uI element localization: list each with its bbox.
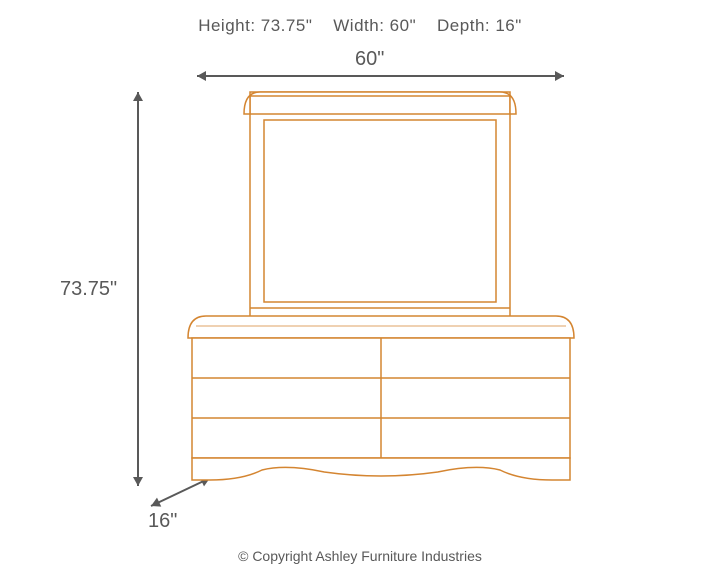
width-dim-label: 60" [355,48,384,71]
diagram-container: Height: 73.75" Width: 60" Depth: 16" 60"… [0,0,720,576]
copyright-text: © Copyright Ashley Furniture Industries [0,548,720,564]
depth-dim-label: 16" [148,510,177,533]
height-dim-label: 73.75" [60,278,117,301]
